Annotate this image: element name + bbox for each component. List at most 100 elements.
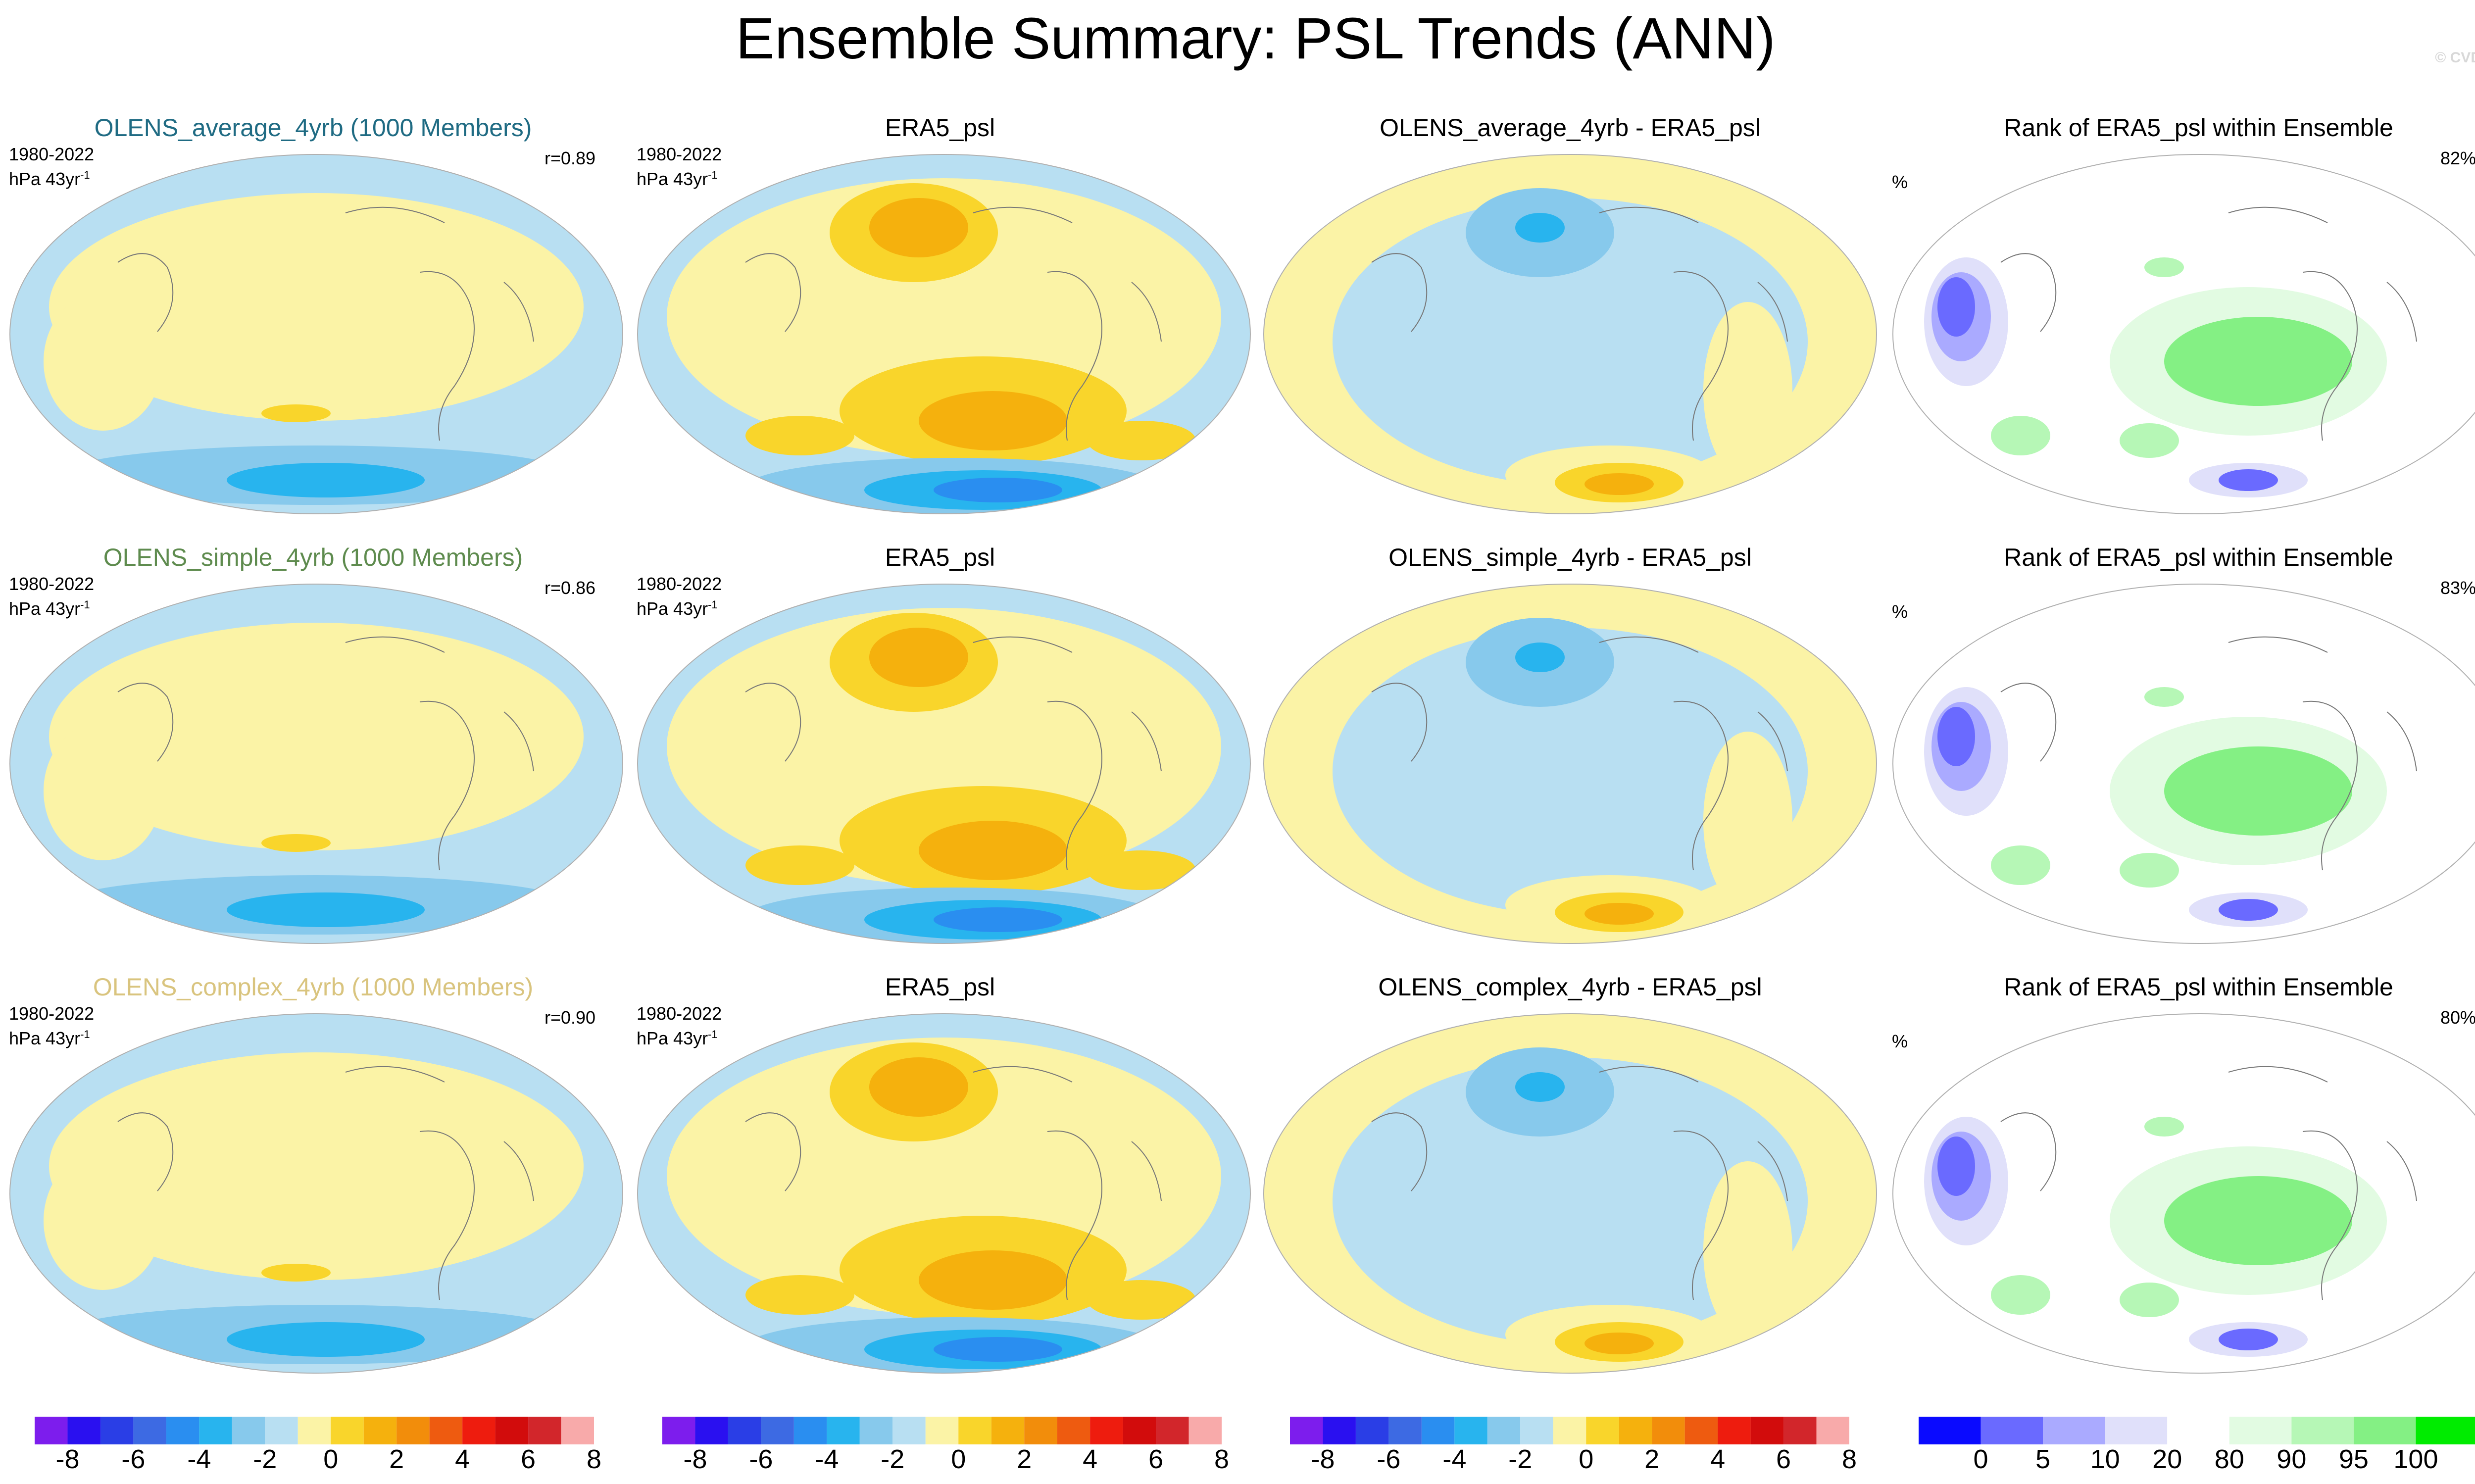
field-blob [261,1264,331,1282]
field-blob [1991,416,2050,455]
colorbar-tick-label: 80 [2214,1444,2244,1474]
colorbar-swatch [396,1417,430,1444]
colorbar-swatch [528,1417,561,1444]
field-blob [2120,423,2179,458]
colorbar-swatch [892,1417,926,1444]
diff-fields [1264,584,1877,943]
colorbar-swatch [133,1417,166,1444]
colorbar-tick-label: -8 [1311,1444,1335,1474]
rank-unit-row1: % [1892,172,1908,192]
colorbar-swatch [958,1417,991,1444]
field-blob [1087,1280,1196,1320]
obs-units-label-row1: hPa 43yr-1 [637,169,718,189]
colorbar-swatch [1323,1417,1356,1444]
period-label-row1: 1980-2022 [9,144,95,164]
field-blob [227,1322,425,1357]
map-boundary [637,1013,1251,1374]
obs-units-label-row3: hPa 43yr-1 [637,1028,718,1048]
field-blob [934,907,1062,932]
colorbar-tick-label: -4 [815,1444,839,1474]
map-boundary [9,154,623,514]
model-trend-map-row1 [9,154,623,514]
colorbar-tick-label: -6 [1377,1444,1401,1474]
field-blob [2219,899,2278,921]
colorbar-swatch [827,1417,860,1444]
colorbar-tick-label: 0 [1973,1444,1988,1474]
colorbar-swatch [1090,1417,1123,1444]
field-blob [1333,198,1808,485]
colorbar-tick-label: 4 [1083,1444,1098,1474]
rank-title-row1: Rank of ERA5_psl within Ensemble [2004,114,2393,142]
field-blob [1703,302,1792,480]
rank-map-row1 [1892,154,2475,514]
colorbar-tick-label: 10 [2090,1444,2120,1474]
field-blob [44,292,162,431]
map-boundary [1892,1013,2475,1374]
colorbar-swatch [462,1417,495,1444]
colorbar-tick-label: 4 [455,1444,470,1474]
coastline-outline [2000,206,2417,441]
colorbar-tick-label: 8 [1841,1444,1857,1474]
colorbar-swatch [1188,1417,1222,1444]
colorbar-swatch [100,1417,134,1444]
colorbar-tick-label: 8 [586,1444,602,1474]
figure-title: Ensemble Summary: PSL Trends (ANN) [736,6,1776,71]
colorbar-swatch [2353,1417,2416,1444]
model-trend-map-row3 [9,1013,623,1374]
obs-trend-map-row3 [637,1013,1251,1374]
trend-colorbar-3 [1290,1417,1849,1444]
field-blob [1991,1275,2050,1315]
coastline-outline [2000,636,2417,871]
field-blob [745,1275,854,1315]
colorbar-swatch [1816,1417,1849,1444]
field-blob [1703,1161,1792,1339]
obs-units-label-row2: hPa 43yr-1 [637,598,718,619]
colorbar-swatch [1024,1417,1057,1444]
colorbar-swatch [297,1417,331,1444]
colorbar-swatch [1487,1417,1521,1444]
coastline-outline [745,636,1162,871]
coastline-outline [1371,636,1788,871]
obs-period-label-row2: 1980-2022 [637,574,722,594]
rank-fields [1893,1014,2475,1373]
colorbar-tick-label: -4 [1442,1444,1467,1474]
field-blob [1937,277,1975,337]
field-blob [869,198,968,257]
field-blob [934,1337,1062,1362]
period-label-row3: 1980-2022 [9,1003,95,1024]
colorbar-swatch [2105,1417,2168,1444]
colorbar-swatch [1586,1417,1619,1444]
rank-map-row3 [1892,1013,2475,1374]
trend-colorbar-1 [35,1417,594,1444]
colorbar-tick-label: -8 [683,1444,707,1474]
trend-colorbar-3-ticks: -8 -6 -4 -2 0 2 4 6 8 [1290,1444,1857,1475]
colorbar-swatch [2043,1417,2105,1444]
map-boundary [1263,584,1877,944]
field-blob [1515,1072,1565,1102]
obs-fields [638,154,1250,514]
coastline-outline [117,636,534,871]
colorbar-tick-label: -4 [187,1444,211,1474]
colorbar-swatch [991,1417,1025,1444]
model-title-row1: OLENS_average_4yrb (1000 Members) [94,114,532,142]
field-blob [1584,1333,1654,1354]
field-blob [227,463,425,497]
colorbar-tick-label: -2 [253,1444,277,1474]
field-blob [1515,213,1565,243]
coastline-outline [745,1066,1162,1300]
colorbar-swatch [2229,1417,2292,1444]
rank-title-row2: Rank of ERA5_psl within Ensemble [2004,544,2393,571]
colorbar-tick-label: 5 [2035,1444,2051,1474]
field-blob [1937,1137,1975,1196]
colorbar-swatch [1783,1417,1817,1444]
rank-fields [1893,584,2475,943]
field-blob [2144,257,2184,277]
colorbar-tick-label: 2 [389,1444,404,1474]
field-blob [2144,687,2184,707]
field-blob [2219,469,2278,491]
rank-pct-row1: 82% [2440,148,2475,168]
field-blob [934,478,1062,502]
rank-unit-row2: % [1892,601,1908,622]
obs-trend-map-row1 [637,154,1251,514]
colorbar-swatch [561,1417,594,1444]
